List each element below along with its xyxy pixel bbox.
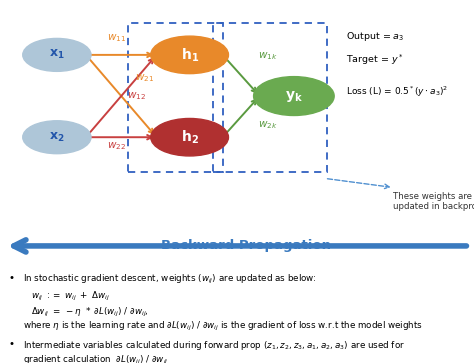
Circle shape xyxy=(151,118,228,156)
Text: •: • xyxy=(9,273,15,282)
Text: $w_{ij}\ :=\ w_{ij}\ +\ \Delta w_{ij}$: $w_{ij}\ :=\ w_{ij}\ +\ \Delta w_{ij}$ xyxy=(31,290,110,303)
Text: $\mathbf{x_1}$: $\mathbf{x_1}$ xyxy=(49,48,65,61)
Text: $\mathbf{h_1}$: $\mathbf{h_1}$ xyxy=(181,46,199,64)
Text: $w_{11}$: $w_{11}$ xyxy=(107,32,126,44)
Text: •: • xyxy=(9,339,15,349)
Text: $w_{2k}$: $w_{2k}$ xyxy=(258,119,278,131)
Circle shape xyxy=(23,38,91,72)
Text: These weights are
updated in backprop: These weights are updated in backprop xyxy=(393,192,474,212)
Text: In stochastic gradient descent, weights ($w_{ij}$) are updated as below:: In stochastic gradient descent, weights … xyxy=(23,273,317,286)
Text: gradient calculation  $\partial L(w_{ij})\ /\ \partial w_{ij}$: gradient calculation $\partial L(w_{ij})… xyxy=(23,354,168,363)
Text: $w_{1k}$: $w_{1k}$ xyxy=(258,50,278,62)
Text: Output = $a_3$: Output = $a_3$ xyxy=(346,30,404,43)
Text: $\mathbf{x_2}$: $\mathbf{x_2}$ xyxy=(49,131,64,144)
Text: Intermediate variables calculated during forward prop ($z_1, z_2, z_3, a_1, a_2,: Intermediate variables calculated during… xyxy=(23,339,405,352)
Text: Backward Propagation: Backward Propagation xyxy=(162,240,331,252)
Text: Target = $y^*$: Target = $y^*$ xyxy=(346,52,404,67)
Text: $w_{22}$: $w_{22}$ xyxy=(107,140,126,152)
Circle shape xyxy=(151,36,228,74)
Text: where $\eta$ is the learning rate and $\partial L(w_{ij})\ /\ \partial w_{ij}$ i: where $\eta$ is the learning rate and $\… xyxy=(23,320,423,333)
Text: $\mathbf{y_k}$: $\mathbf{y_k}$ xyxy=(285,89,303,103)
Text: Loss (L) = $0.5^*(y \cdot a_3)^2$: Loss (L) = $0.5^*(y \cdot a_3)^2$ xyxy=(346,84,448,99)
Circle shape xyxy=(23,121,91,154)
Text: $\Delta w_{ij}\ =\ -\eta\ *\ \partial L(w_{ij})\ /\ \partial w_{ij},$: $\Delta w_{ij}\ =\ -\eta\ *\ \partial L(… xyxy=(31,306,149,319)
Circle shape xyxy=(254,77,334,115)
Text: $w_{12}$: $w_{12}$ xyxy=(127,90,146,102)
Text: $\mathbf{h_2}$: $\mathbf{h_2}$ xyxy=(181,129,199,146)
Text: $w_{21}$: $w_{21}$ xyxy=(135,72,154,83)
